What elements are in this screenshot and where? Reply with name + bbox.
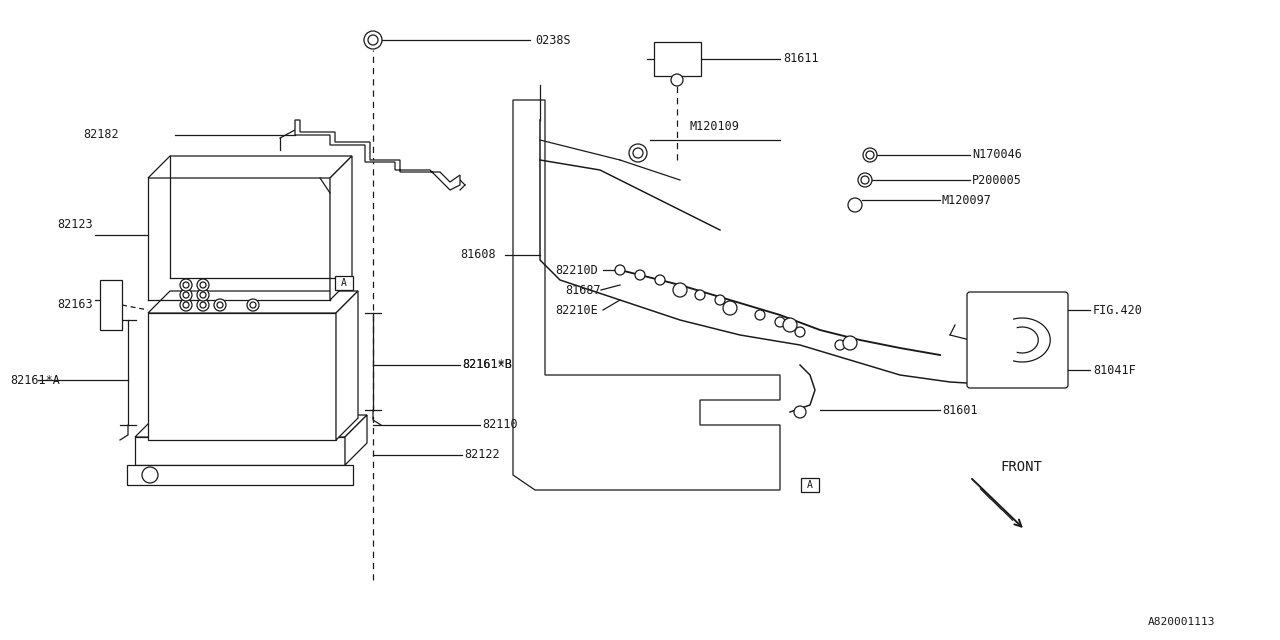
Circle shape [628, 144, 646, 162]
Text: 82161×B: 82161×B [462, 358, 512, 371]
FancyBboxPatch shape [127, 465, 353, 485]
Circle shape [183, 302, 189, 308]
Circle shape [783, 318, 797, 332]
Text: M120097: M120097 [942, 193, 992, 207]
FancyBboxPatch shape [100, 280, 122, 330]
Text: 82210D: 82210D [556, 264, 598, 276]
Circle shape [197, 279, 209, 291]
Text: 82110: 82110 [483, 419, 517, 431]
Polygon shape [134, 415, 367, 437]
Polygon shape [346, 415, 367, 465]
Circle shape [673, 283, 687, 297]
Circle shape [200, 282, 206, 288]
Circle shape [755, 310, 765, 320]
Text: 82161*A: 82161*A [10, 374, 60, 387]
Text: 82161*B: 82161*B [462, 358, 512, 371]
Text: 81601: 81601 [942, 403, 978, 417]
Circle shape [716, 295, 724, 305]
Circle shape [180, 279, 192, 291]
Text: 82163: 82163 [58, 298, 92, 312]
Polygon shape [330, 156, 352, 300]
Circle shape [635, 270, 645, 280]
Circle shape [849, 198, 861, 212]
Circle shape [634, 148, 643, 158]
Circle shape [369, 35, 378, 45]
Circle shape [858, 173, 872, 187]
Circle shape [214, 299, 227, 311]
Polygon shape [148, 291, 358, 313]
Text: M120109: M120109 [690, 120, 740, 134]
Text: 0238S: 0238S [535, 33, 571, 47]
Circle shape [794, 406, 806, 418]
Circle shape [183, 292, 189, 298]
Circle shape [180, 289, 192, 301]
FancyBboxPatch shape [966, 292, 1068, 388]
FancyBboxPatch shape [148, 313, 335, 440]
FancyBboxPatch shape [654, 42, 701, 76]
FancyBboxPatch shape [801, 478, 819, 492]
Text: A: A [340, 278, 347, 288]
Circle shape [655, 275, 666, 285]
Circle shape [671, 74, 684, 86]
Text: 82123: 82123 [58, 218, 92, 232]
Circle shape [197, 289, 209, 301]
Circle shape [795, 327, 805, 337]
Text: 81608: 81608 [460, 248, 495, 262]
Circle shape [218, 302, 223, 308]
Text: A: A [808, 480, 813, 490]
Circle shape [200, 302, 206, 308]
Text: N170046: N170046 [972, 148, 1021, 161]
Text: P200005: P200005 [972, 173, 1021, 186]
Text: 81611: 81611 [783, 52, 819, 65]
Polygon shape [294, 120, 460, 190]
Text: 82182: 82182 [83, 129, 119, 141]
Circle shape [200, 292, 206, 298]
FancyBboxPatch shape [335, 276, 353, 290]
Text: FIG.420: FIG.420 [1093, 303, 1143, 317]
Circle shape [695, 290, 705, 300]
Text: FRONT: FRONT [1000, 460, 1042, 474]
Circle shape [364, 31, 381, 49]
Circle shape [614, 265, 625, 275]
Text: 82122: 82122 [465, 449, 499, 461]
Circle shape [844, 336, 858, 350]
Circle shape [774, 317, 785, 327]
Polygon shape [148, 156, 352, 178]
Text: 81041F: 81041F [1093, 364, 1135, 376]
Polygon shape [513, 100, 780, 490]
Circle shape [861, 176, 869, 184]
FancyBboxPatch shape [134, 437, 346, 465]
Circle shape [183, 282, 189, 288]
Circle shape [723, 301, 737, 315]
Circle shape [835, 340, 845, 350]
Circle shape [247, 299, 259, 311]
Circle shape [863, 148, 877, 162]
Circle shape [142, 467, 157, 483]
Circle shape [867, 151, 874, 159]
Text: 82210E: 82210E [556, 303, 598, 317]
Circle shape [180, 299, 192, 311]
Circle shape [197, 299, 209, 311]
Circle shape [250, 302, 256, 308]
Polygon shape [335, 291, 358, 440]
Text: 81687: 81687 [564, 284, 600, 296]
Text: A820001113: A820001113 [1147, 617, 1215, 627]
